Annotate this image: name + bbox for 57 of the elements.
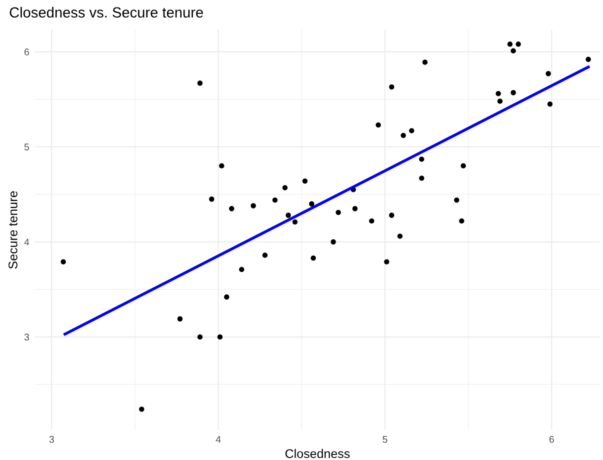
point	[292, 219, 298, 225]
x-tick-label: 5	[382, 436, 388, 443]
point	[409, 128, 414, 134]
point	[507, 42, 513, 47]
point	[547, 101, 553, 107]
point	[197, 80, 203, 86]
point	[310, 255, 316, 261]
point	[139, 406, 144, 412]
y-tick-label: 3	[24, 334, 29, 341]
point	[369, 218, 374, 224]
point	[510, 90, 516, 96]
point	[497, 98, 503, 104]
point	[419, 176, 424, 181]
point	[460, 163, 466, 168]
x-axis-title: Closedness	[285, 448, 350, 458]
point	[250, 203, 256, 208]
point	[330, 239, 336, 244]
y-axis-title: Secure tenure	[8, 191, 18, 269]
point	[224, 294, 230, 300]
point	[389, 84, 394, 90]
point	[546, 71, 551, 76]
point	[286, 212, 291, 218]
point	[422, 60, 428, 65]
point	[459, 218, 464, 224]
point	[496, 90, 501, 96]
point	[384, 259, 390, 264]
x-tick-label: 3	[49, 436, 54, 443]
point	[389, 212, 394, 218]
y-tick-label: 6	[24, 48, 29, 56]
point	[302, 178, 308, 184]
chart-title: Closedness vs. Secure tenure	[10, 6, 203, 18]
x-tick-label: 4	[216, 436, 221, 443]
point	[400, 132, 406, 138]
point	[262, 252, 268, 258]
y-tick-label: 4	[24, 238, 30, 246]
point	[177, 316, 183, 322]
point	[239, 266, 244, 272]
point	[282, 185, 288, 190]
point	[197, 334, 203, 340]
point	[272, 197, 278, 203]
point	[376, 122, 381, 128]
point	[336, 210, 341, 216]
point	[419, 156, 424, 162]
point	[516, 42, 521, 47]
x-tick-label: 6	[549, 436, 554, 443]
point	[229, 206, 234, 212]
point	[454, 197, 460, 203]
point	[309, 201, 314, 206]
y-tick-label: 5	[24, 144, 30, 150]
point	[510, 48, 516, 54]
point	[60, 259, 66, 264]
point	[219, 163, 224, 168]
point	[209, 196, 214, 202]
point	[217, 334, 223, 340]
point	[352, 206, 358, 212]
point	[397, 234, 403, 239]
point	[586, 56, 591, 62]
